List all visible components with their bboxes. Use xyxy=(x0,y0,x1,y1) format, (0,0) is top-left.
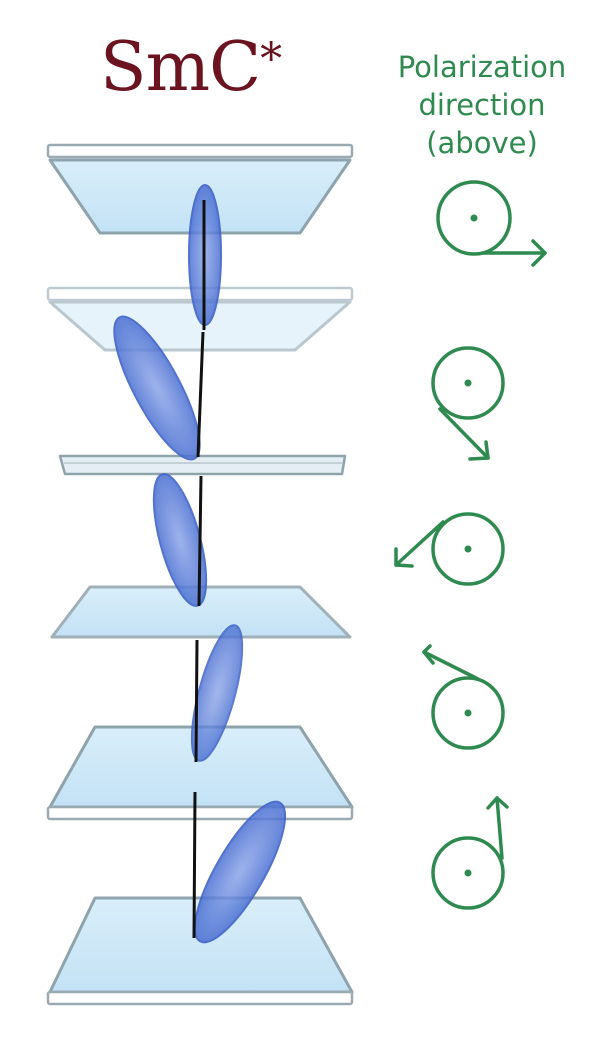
legend-line-1: Polarization xyxy=(397,50,567,84)
arrowhead-up-left-icon xyxy=(422,644,435,665)
arrowhead-right-icon xyxy=(531,239,547,267)
molecule-2 xyxy=(113,315,205,461)
layer-4 xyxy=(50,585,352,639)
layer-6 xyxy=(46,896,354,1006)
polarization-4 xyxy=(422,644,505,750)
polarization-5 xyxy=(431,796,509,910)
layer-3 xyxy=(58,454,347,476)
arrowhead-up-icon xyxy=(486,796,509,810)
arrowhead-left-down-icon xyxy=(394,547,414,568)
title-main: SmC xyxy=(100,28,261,107)
molecule-3 xyxy=(152,473,208,607)
title-star: * xyxy=(260,34,282,85)
molecule-4 xyxy=(190,624,244,763)
arrowhead-down-right-icon xyxy=(468,440,490,461)
legend-title: Polarization direction (above) xyxy=(372,48,592,162)
polarization-3 xyxy=(394,512,505,586)
polarization-2 xyxy=(431,346,505,461)
polarization-1 xyxy=(436,180,547,267)
legend-line-3: (above) xyxy=(426,126,538,160)
molecule-5 xyxy=(192,791,287,944)
legend-line-2: direction xyxy=(418,88,546,122)
diagram-title: SmC* xyxy=(100,34,310,102)
molecule-1 xyxy=(188,184,222,330)
